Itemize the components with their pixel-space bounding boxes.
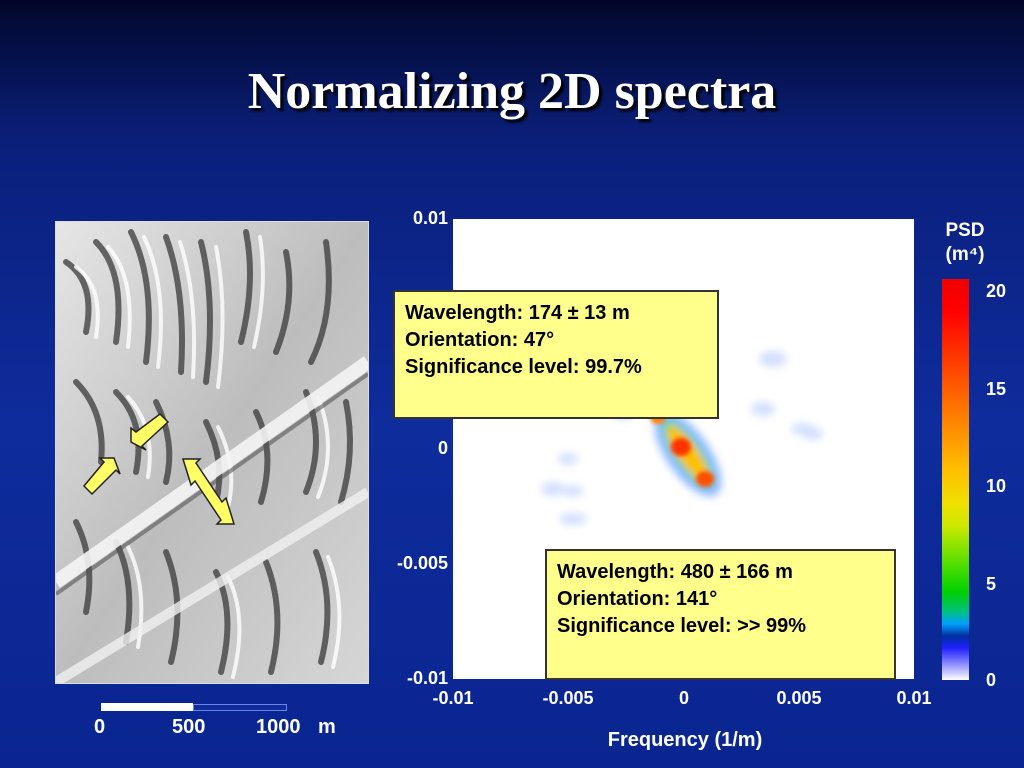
x-tick-label: -0.01 — [432, 688, 474, 708]
callout-significance: Significance level: >> 99% — [557, 615, 807, 637]
arrow-icon — [82, 457, 121, 496]
scale-label-500: 500 — [172, 716, 206, 738]
x-tick-label: 0.005 — [776, 688, 822, 708]
scale-label-0: 0 — [94, 716, 106, 738]
callout-long-wavelength: Wavelength: 480 ± 166 m Orientation: 141… — [545, 549, 896, 680]
colorbar-tick: 0 — [986, 670, 997, 690]
scale-bar — [101, 703, 287, 711]
colorbar-tick: 5 — [986, 574, 997, 594]
scale-label-1000: 1000 — [256, 716, 301, 738]
arrow-icon — [130, 413, 170, 451]
colorbar-tick: 15 — [986, 379, 1007, 399]
y-tick-label: -0.01 — [406, 668, 448, 688]
x-tick-label: 0.01 — [896, 688, 932, 708]
callout-orientation: Orientation: 47° — [405, 329, 555, 351]
callout-wavelength: Wavelength: 480 ± 166 m — [557, 561, 793, 583]
colorbar-title-line1: PSD — [945, 220, 985, 241]
double-arrow-icon — [181, 458, 236, 525]
x-axis-label: Frequency (1/m) — [607, 729, 763, 751]
x-tick-label: -0.005 — [542, 688, 594, 708]
colorbar-title: PSD (m⁴) — [930, 219, 1000, 267]
callout-short-wavelength: Wavelength: 174 ± 13 m Orientation: 47° … — [393, 290, 719, 419]
colorbar-tick: 10 — [986, 476, 1007, 496]
callout-orientation: Orientation: 141° — [557, 588, 718, 610]
y-tick-label: 0.01 — [412, 208, 448, 228]
colorbar-tick: 20 — [986, 281, 1007, 301]
callout-wavelength: Wavelength: 174 ± 13 m — [405, 302, 630, 324]
x-tick-label: 0 — [678, 688, 689, 708]
callout-significance: Significance level: 99.7% — [405, 356, 642, 378]
colorbar-title-line2: (m⁴) — [945, 244, 985, 265]
y-tick-label: -0.005 — [396, 553, 448, 573]
shaded-relief-map — [55, 221, 369, 684]
y-tick-label: 0 — [437, 438, 448, 458]
slide-title: Normalizing 2D spectra — [247, 63, 777, 120]
scale-label-unit: m — [318, 716, 336, 738]
colorbar — [942, 279, 969, 680]
